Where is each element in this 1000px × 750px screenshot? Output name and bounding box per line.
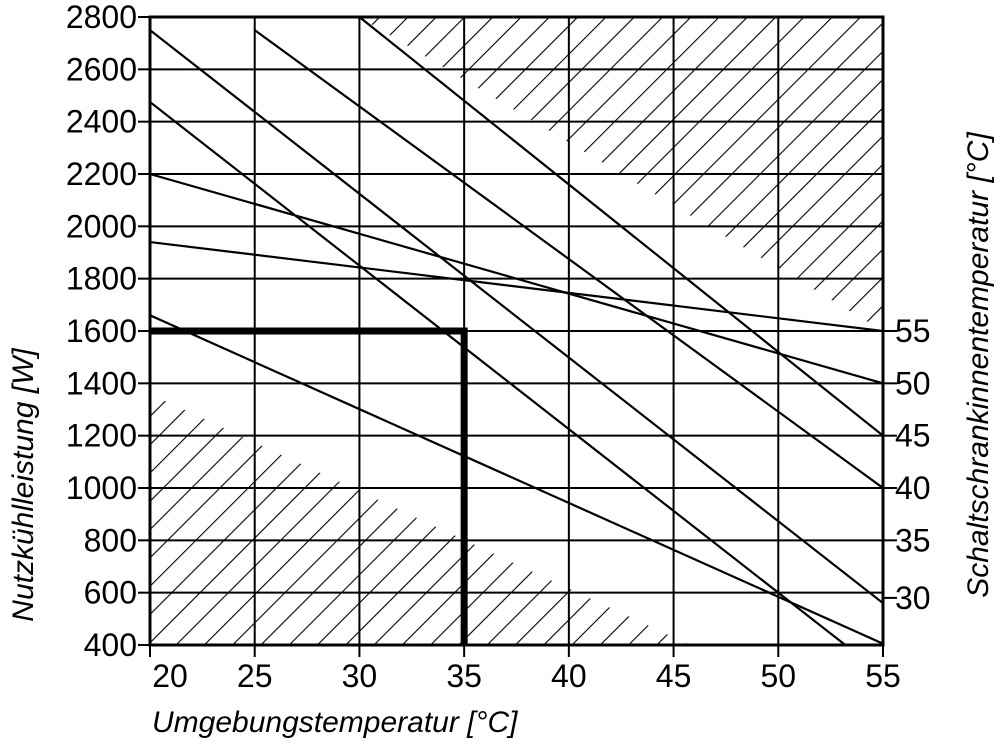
upper-limit-region (359, 17, 883, 331)
y-tick-label-1600: 1600 (66, 313, 137, 349)
y-tick-label-1800: 1800 (66, 261, 137, 297)
axes (138, 15, 897, 657)
right-tick-label-40: 40 (895, 470, 931, 506)
temperature-line-55 (150, 240, 883, 333)
x-tick-label-20: 20 (152, 658, 188, 694)
y-tick-label-400: 400 (84, 627, 137, 663)
x-tick-label-50: 50 (760, 658, 796, 694)
y-tick-label-2400: 2400 (66, 104, 137, 140)
y-tick-label-1200: 1200 (66, 418, 137, 454)
right-tick-label-55: 55 (895, 313, 931, 349)
y-tick-label-2000: 2000 (66, 208, 137, 244)
y-tick-label-2800: 2800 (66, 0, 137, 35)
right-axis-title: Schaltschrankinnentemperatur [°C] (962, 132, 995, 598)
axis-titles: Umgebungstemperatur [°C] Nutzkühlleistun… (7, 132, 995, 739)
y-tick-label-600: 600 (84, 575, 137, 611)
y-axis-title: Nutzkühlleistung [W] (7, 348, 40, 622)
tick-labels: 20 25 30 35 40 45 50 55 400 600 800 1000 1200 1400 160… (66, 0, 931, 694)
temperature-line-45 (358, 17, 883, 437)
right-tick-label-35: 35 (895, 522, 931, 558)
temperature-line-35 (150, 29, 883, 604)
y-tick-label-1000: 1000 (66, 470, 137, 506)
x-axis-title: Umgebungstemperatur [°C] (152, 706, 518, 739)
hatched-regions (150, 17, 883, 645)
right-tick-label-30: 30 (895, 580, 931, 616)
x-tick-label-45: 45 (656, 658, 692, 694)
y-tick-label-800: 800 (84, 522, 137, 558)
temperature-line-40 (254, 29, 883, 489)
y-tick-label-2200: 2200 (66, 156, 137, 192)
temperature-line-30 (150, 101, 846, 645)
example-reading-line (150, 327, 468, 645)
lower-limit-region (150, 393, 691, 645)
diagonal-line-1 (150, 314, 883, 645)
right-tick-label-50: 50 (895, 365, 931, 401)
temperature-lines (150, 17, 883, 645)
x-tick-label-55: 55 (865, 658, 901, 694)
right-tick-label-45: 45 (895, 418, 931, 454)
x-tick-label-35: 35 (446, 658, 482, 694)
temperature-line-50 (150, 172, 883, 385)
x-tick-label-30: 30 (342, 658, 378, 694)
y-tick-label-1400: 1400 (66, 365, 137, 401)
x-tick-label-25: 25 (237, 658, 273, 694)
y-tick-label-2600: 2600 (66, 51, 137, 87)
x-tick-label-40: 40 (551, 658, 587, 694)
example-reading (150, 327, 468, 645)
